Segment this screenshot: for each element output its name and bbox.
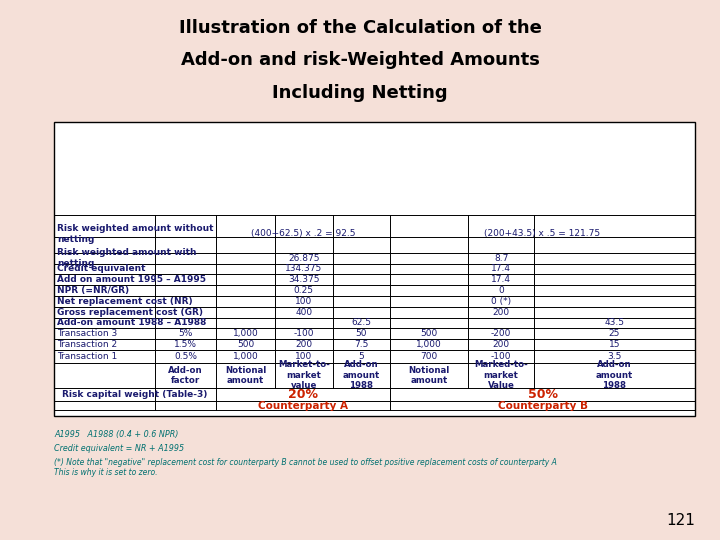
Text: Add-on and risk-Weighted Amounts: Add-on and risk-Weighted Amounts <box>181 51 539 69</box>
Bar <box>54 122 695 416</box>
Text: Add-on
factor: Add-on factor <box>168 366 203 385</box>
Text: 100: 100 <box>295 297 312 306</box>
Text: 1,000: 1,000 <box>233 329 258 338</box>
Text: Add-on
amount
1988: Add-on amount 1988 <box>343 360 380 390</box>
Text: 5: 5 <box>359 352 364 361</box>
Text: 121: 121 <box>666 513 695 528</box>
Text: Risk capital weight (Table-3): Risk capital weight (Table-3) <box>63 390 207 399</box>
Text: Credit equivalent: Credit equivalent <box>57 265 145 273</box>
Text: -100: -100 <box>294 329 314 338</box>
Text: Notional
amount: Notional amount <box>225 366 266 385</box>
Text: 200: 200 <box>492 340 510 349</box>
Text: 8.7: 8.7 <box>494 254 508 262</box>
Text: Risk weighted amount without
netting: Risk weighted amount without netting <box>57 224 214 244</box>
Text: Marked-to-
market
Value: Marked-to- market Value <box>474 360 528 390</box>
Text: 700: 700 <box>420 352 438 361</box>
Text: Add-on
amount
1988: Add-on amount 1988 <box>596 360 633 390</box>
Text: Transaction 1: Transaction 1 <box>57 352 117 361</box>
Text: 0.25: 0.25 <box>294 286 314 295</box>
Text: 200: 200 <box>492 308 510 316</box>
Text: 200: 200 <box>295 340 312 349</box>
Text: Transaction 3: Transaction 3 <box>57 329 117 338</box>
Text: 15: 15 <box>609 340 620 349</box>
Text: 25: 25 <box>609 329 620 338</box>
Text: Gross replacement cost (GR): Gross replacement cost (GR) <box>57 308 203 316</box>
Text: -100: -100 <box>491 352 511 361</box>
Text: 0.5%: 0.5% <box>174 352 197 361</box>
Text: NPR (=NR/GR): NPR (=NR/GR) <box>57 286 129 295</box>
Text: 26.875: 26.875 <box>288 254 320 262</box>
Text: 1.5%: 1.5% <box>174 340 197 349</box>
Text: 50: 50 <box>356 329 367 338</box>
Text: 400: 400 <box>295 308 312 316</box>
Text: 34.375: 34.375 <box>288 275 320 284</box>
Text: 1,000: 1,000 <box>233 352 258 361</box>
Text: Market-to-
market
value: Market-to- market value <box>278 360 330 390</box>
Text: Add on amount 1995 – A1995: Add on amount 1995 – A1995 <box>57 275 206 284</box>
Text: 0: 0 <box>498 286 504 295</box>
Text: -200: -200 <box>491 329 511 338</box>
Text: 17.4: 17.4 <box>491 275 511 284</box>
Text: Including Netting: Including Netting <box>272 84 448 102</box>
Text: 50%: 50% <box>528 388 557 401</box>
Text: 1,000: 1,000 <box>416 340 442 349</box>
Text: A1995   A1988 (0.4 + 0.6 NPR): A1995 A1988 (0.4 + 0.6 NPR) <box>54 430 179 439</box>
Text: 0 (*): 0 (*) <box>491 297 511 306</box>
Text: 500: 500 <box>237 340 254 349</box>
Text: (*) Note that "negative" replacement cost for counterparty B cannot be used to o: (*) Note that "negative" replacement cos… <box>54 458 557 477</box>
Text: 134.375: 134.375 <box>285 265 323 273</box>
Text: (200+43.5) x .5 = 121.75: (200+43.5) x .5 = 121.75 <box>485 230 600 238</box>
Text: Counterparty A: Counterparty A <box>258 401 348 410</box>
Text: 5%: 5% <box>179 329 192 338</box>
Text: (400+62.5) x .2 = 92.5: (400+62.5) x .2 = 92.5 <box>251 230 356 238</box>
Text: 7.5: 7.5 <box>354 340 369 349</box>
Text: Net replacement cost (NR): Net replacement cost (NR) <box>57 297 193 306</box>
Text: 17.4: 17.4 <box>491 265 511 273</box>
Text: Add-on amount 1988 – A1988: Add-on amount 1988 – A1988 <box>57 319 207 327</box>
Text: Notional
amount: Notional amount <box>408 366 450 385</box>
Text: 20%: 20% <box>288 388 318 401</box>
Text: 3.5: 3.5 <box>608 352 621 361</box>
Text: 62.5: 62.5 <box>351 319 372 327</box>
Text: 43.5: 43.5 <box>605 319 624 327</box>
Text: Illustration of the Calculation of the: Illustration of the Calculation of the <box>179 19 541 37</box>
Text: Credit equivalent = NR + A1995: Credit equivalent = NR + A1995 <box>54 444 184 453</box>
Text: Risk weighted amount with
netting: Risk weighted amount with netting <box>57 248 197 268</box>
Text: Counterparty B: Counterparty B <box>498 401 588 410</box>
Text: 500: 500 <box>420 329 438 338</box>
Text: 100: 100 <box>295 352 312 361</box>
Text: Transaction 2: Transaction 2 <box>57 340 117 349</box>
